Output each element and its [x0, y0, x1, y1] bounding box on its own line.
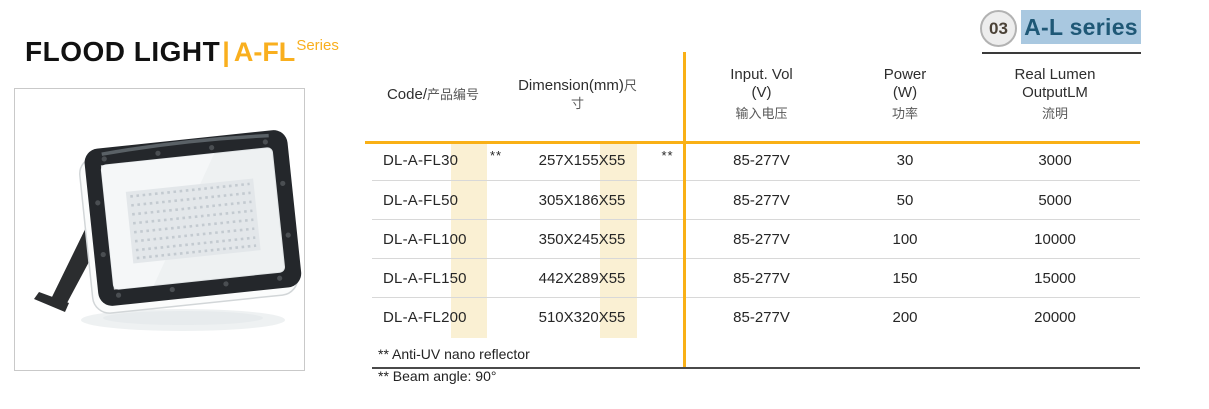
footnote-beam-angle: ** Beam angle: 90° — [378, 368, 497, 384]
footnotes: ** Anti-UV nano reflector ** Beam angle:… — [378, 343, 530, 387]
lumen-cell: 3000 — [1038, 152, 1072, 169]
input-vol-cell: 85-277V — [733, 230, 790, 248]
column-divider-line — [683, 52, 686, 368]
dimension-cell: 257X155X55 — [538, 152, 626, 169]
table-row: DL-A-FL100 350X245X55 85-277V 100 10000 — [372, 219, 1140, 258]
code-cell: DL-A-FL200 — [383, 308, 467, 326]
input-vol-cell: 85-277V — [733, 269, 790, 287]
code-cell: DL-A-FL50 — [383, 191, 459, 209]
page-title: FLOOD LIGHT| A-FLSeries — [25, 36, 339, 68]
badge-underline — [982, 52, 1141, 54]
footnote-anti-uv: ** Anti-UV nano reflector — [378, 346, 530, 362]
table-row: DL-A-FL30 ** 257X155X55 ** 85-277V 30 30… — [372, 141, 1140, 180]
dimension-cell: 510X320X55 — [538, 308, 626, 326]
dimension-cell: 305X186X55 — [538, 191, 626, 209]
lumen-cell: 15000 — [1034, 269, 1076, 287]
code-cell: DL-A-FL30 — [383, 152, 459, 169]
table-row: DL-A-FL50 305X186X55 85-277V 50 5000 — [372, 180, 1140, 219]
code-cell: DL-A-FL100 — [383, 230, 467, 248]
column-header-input-vol: Input. Vol (V) 输入电压 — [730, 66, 793, 121]
column-header-power: Power (W) 功率 — [883, 66, 927, 121]
column-header-code: Code/产品编号 — [386, 85, 480, 103]
product-image-box — [14, 88, 305, 371]
spec-table: Code/产品编号 Dimension(mm)尺寸 Input. Vol (V)… — [365, 30, 1140, 390]
table-row: DL-A-FL150 442X289X55 85-277V 150 15000 — [372, 258, 1140, 297]
series-group-badge: A-L series — [1021, 10, 1141, 44]
dimension-cell: 442X289X55 — [538, 269, 626, 287]
header-underline — [365, 141, 1140, 144]
dimension-cell: 350X245X55 — [538, 230, 626, 248]
lumen-cell: 10000 — [1034, 230, 1076, 248]
lumen-cell: 20000 — [1034, 308, 1076, 326]
input-vol-cell: 85-277V — [733, 308, 790, 326]
code-note: ** — [489, 148, 503, 163]
dimension-note: ** — [661, 148, 674, 163]
input-vol-cell: 85-277V — [733, 152, 790, 169]
code-cell: DL-A-FL150 — [383, 269, 467, 287]
series-name: A-FL — [233, 37, 296, 67]
table-row: DL-A-FL200 510X320X55 85-277V 200 20000 — [372, 297, 1140, 336]
table-bottom-border — [372, 367, 1140, 369]
column-header-dimension: Dimension(mm)尺寸 — [518, 76, 637, 111]
highlight-stripe-dimension — [600, 141, 637, 338]
input-vol-cell: 85-277V — [733, 191, 790, 209]
power-cell: 50 — [896, 191, 914, 209]
lumen-cell: 5000 — [1038, 191, 1072, 209]
page-number: 03 — [989, 18, 1008, 38]
table-body: DL-A-FL30 ** 257X155X55 ** 85-277V 30 30… — [372, 141, 1140, 336]
column-header-lumen: Real Lumen OutputLM 流明 — [1014, 66, 1096, 121]
power-cell: 150 — [892, 269, 918, 287]
flood-light-image — [34, 130, 302, 331]
table-header-row: Code/产品编号 Dimension(mm)尺寸 Input. Vol (V)… — [372, 48, 1140, 141]
series-suffix: Series — [296, 37, 339, 54]
title-separator: | — [222, 37, 230, 67]
power-cell: 100 — [892, 230, 918, 248]
power-cell: 30 — [896, 152, 914, 169]
page-number-circle: 03 — [980, 10, 1017, 47]
power-cell: 200 — [892, 308, 918, 326]
product-title: FLOOD LIGHT — [25, 36, 221, 67]
highlight-stripe-code — [451, 141, 487, 338]
